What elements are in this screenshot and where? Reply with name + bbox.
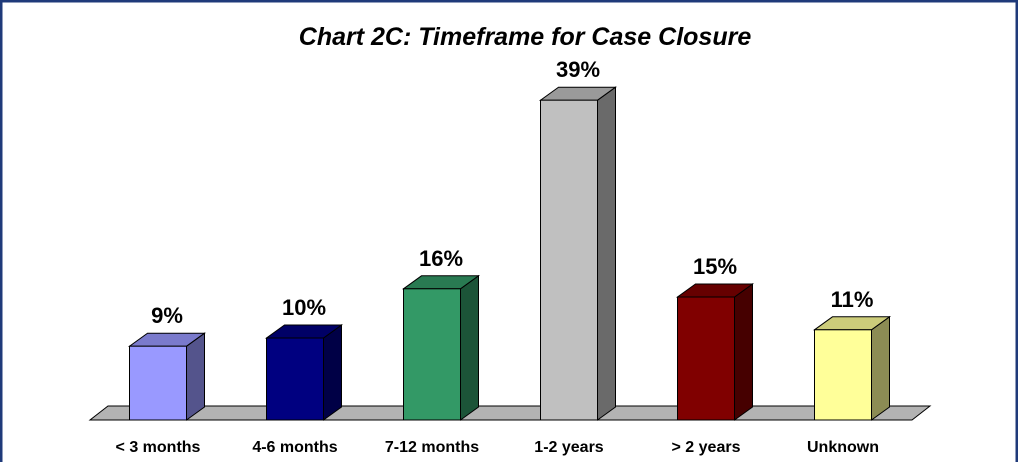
bar	[264, 324, 344, 421]
x-tick-label: < 3 months	[116, 439, 201, 456]
floor	[88, 405, 932, 421]
bar	[127, 332, 207, 421]
bar-front	[403, 288, 461, 421]
chart-title: Chart 2C: Timeframe for Case Closure	[299, 23, 752, 51]
bar	[538, 86, 618, 421]
bar-side	[460, 274, 479, 421]
x-tick-label: 7-12 months	[385, 439, 479, 456]
data-label: 15%	[693, 254, 737, 279]
x-tick-label: Unknown	[807, 439, 879, 456]
data-label: 16%	[419, 246, 463, 271]
x-tick-label: > 2 years	[672, 439, 741, 456]
bar-front	[266, 337, 324, 421]
bar-front	[129, 345, 187, 421]
bar-side	[871, 315, 890, 421]
bar-front	[540, 99, 598, 421]
bar-front	[814, 329, 872, 421]
x-tick-label: 1-2 years	[534, 439, 603, 456]
bar-side	[734, 283, 753, 421]
x-tick-label: 4-6 months	[252, 439, 337, 456]
data-label: 10%	[282, 295, 326, 320]
bar-side	[597, 86, 616, 421]
data-label: 39%	[556, 57, 600, 82]
data-label: 9%	[151, 303, 183, 328]
bar	[675, 283, 755, 421]
bar	[812, 315, 892, 421]
bar-side	[186, 332, 205, 421]
data-label: 11%	[831, 287, 874, 312]
bar-side	[323, 324, 342, 421]
bar-front	[677, 296, 735, 421]
bar	[401, 274, 481, 421]
